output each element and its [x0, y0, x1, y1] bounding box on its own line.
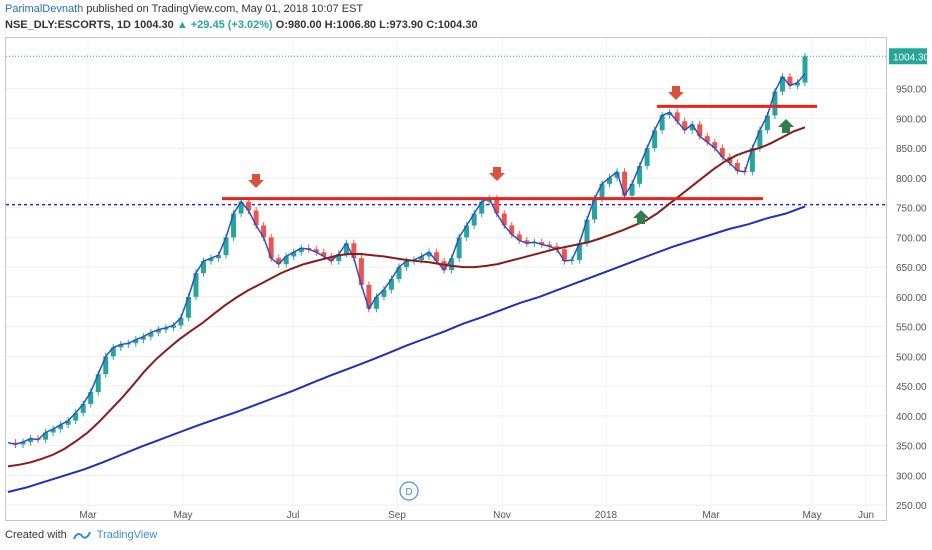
last-price-tag-label: 1004.30 [893, 52, 930, 63]
created-with-label: Created with [5, 529, 67, 541]
last-price: 1004.30 [133, 19, 174, 31]
tradingview-logo-icon [72, 531, 91, 540]
footer: Created with TradingView [5, 529, 157, 541]
y-tick-label: 350.00 [896, 442, 927, 453]
symbol-name: NSE_DLY:ESCORTS, 1D [5, 19, 131, 31]
last-price-tag [889, 48, 927, 65]
y-tick-label: 400.00 [896, 412, 927, 423]
y-tick-label: 500.00 [896, 352, 927, 363]
published-text: published on TradingView.com, May 01, 20… [83, 3, 364, 15]
ohlc-values: O:980.00 H:1006.80 L:973.90 C:1004.30 [275, 19, 478, 31]
y-tick-label: 450.00 [896, 382, 927, 393]
symbol-info: NSE_DLY:ESCORTS, 1D 1004.30 ▲ +29.45 (+3… [5, 19, 478, 31]
author-link[interactable]: ParimalDevnath [5, 3, 84, 15]
y-tick-label: 700.00 [896, 233, 927, 244]
tradingview-brand[interactable]: TradingView [96, 529, 158, 541]
y-tick-label: 800.00 [896, 174, 927, 185]
y-tick-label: 650.00 [896, 263, 927, 274]
price-change: ▲ +29.45 (+3.02%) [176, 19, 273, 31]
publish-info: ParimalDevnath published on TradingView.… [5, 3, 363, 15]
y-tick-label: 900.00 [896, 114, 927, 125]
y-tick-label: 950.00 [896, 85, 927, 96]
y-tick-label: 750.00 [896, 204, 927, 215]
y-tick-label: 550.00 [896, 323, 927, 334]
y-tick-label: 600.00 [896, 293, 927, 304]
y-tick-label: 250.00 [896, 501, 927, 512]
plot-frame [5, 37, 887, 521]
y-tick-label: 300.00 [896, 471, 927, 482]
y-tick-label: 850.00 [896, 144, 927, 155]
